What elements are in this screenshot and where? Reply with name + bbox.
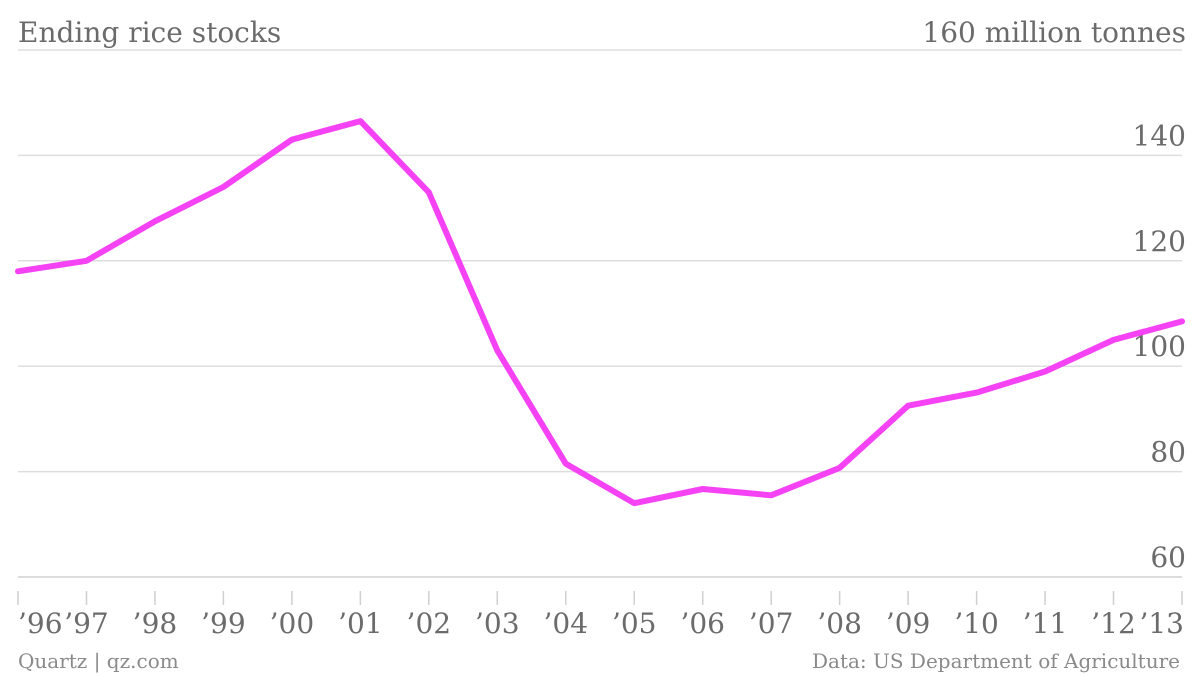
x-tick-label: ’96 xyxy=(18,607,63,640)
series-line xyxy=(15,118,1185,507)
y-tick-label: 120 xyxy=(1133,225,1186,258)
x-tick-label: ’10 xyxy=(954,607,999,640)
x-tick-label: ’09 xyxy=(886,607,931,640)
x-tick-label: ’12 xyxy=(1091,607,1136,640)
x-tick-label: ’97 xyxy=(64,607,109,640)
x-tick-label: ’13 xyxy=(1139,607,1184,640)
x-axis-ticks: ’96’97 ’98 ’99 ’00 ’01 ’02 ’03 ’04 ’05 ’06 ’07 ’08 ’… xyxy=(17,591,1184,640)
y-tick-label: 140 xyxy=(1133,119,1186,152)
x-tick-label: ’98 xyxy=(133,607,178,640)
x-tick-label: ’01 xyxy=(338,607,383,640)
y-tick-label: 80 xyxy=(1150,436,1186,469)
gridlines xyxy=(18,49,1182,473)
x-tick-label: ’03 xyxy=(475,607,520,640)
credit-text: Quartz | qz.com xyxy=(18,649,179,674)
x-tick-label: ’07 xyxy=(749,607,794,640)
y-tick-label: 60 xyxy=(1150,541,1186,574)
x-tick-label: ’06 xyxy=(680,607,725,640)
x-tick-label: ’99 xyxy=(201,607,246,640)
y-axis-unit-label: 160 million tonnes xyxy=(922,16,1186,49)
x-tick-label: ’05 xyxy=(612,607,657,640)
x-tick-label: ’04 xyxy=(543,607,588,640)
x-tick-label: ’08 xyxy=(817,607,862,640)
x-tick-label: ’02 xyxy=(407,607,452,640)
chart-title: Ending rice stocks xyxy=(18,16,281,49)
x-tick-label: ’11 xyxy=(1023,607,1068,640)
y-tick-label: 100 xyxy=(1133,330,1186,363)
x-tick-label: ’00 xyxy=(270,607,315,640)
source-text: Data: US Department of Agriculture xyxy=(812,649,1180,673)
y-axis-ticks: 60 80 100 120 140 xyxy=(1133,119,1186,574)
series-layer xyxy=(15,118,1185,507)
